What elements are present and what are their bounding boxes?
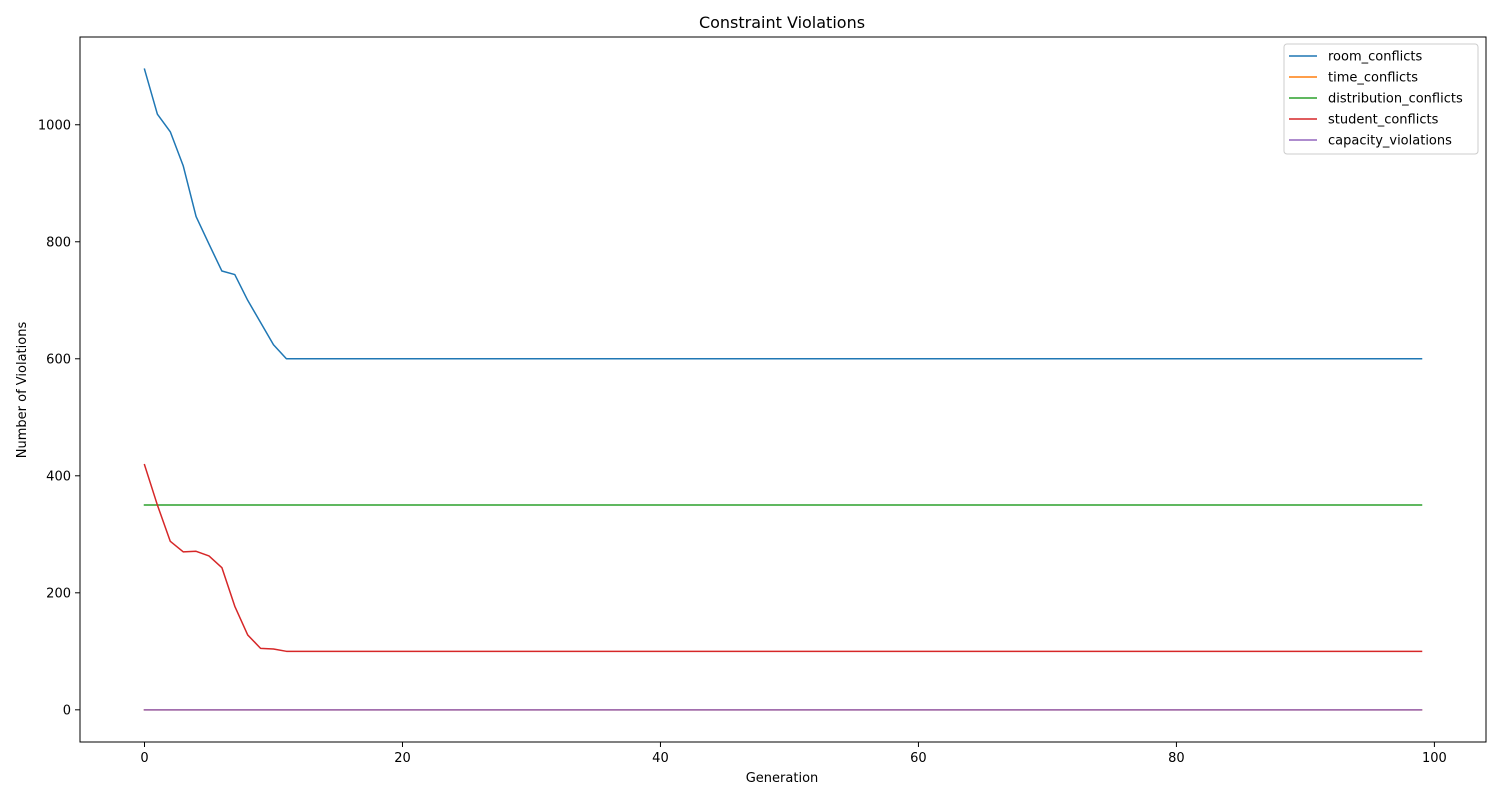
y-tick-label: 600	[46, 352, 71, 367]
series-line-student-conflicts	[143, 463, 1423, 653]
y-tick-label: 400	[46, 469, 71, 484]
legend-entries: room_conflicts time_conflicts distribution…	[1289, 50, 1463, 149]
y-tick-label: 200	[46, 586, 71, 601]
legend-label-room-conflicts: room_conflicts	[1328, 50, 1423, 65]
y-tick-label: 1000	[38, 118, 71, 133]
legend-label-student-conflicts: student_conflicts	[1328, 113, 1439, 128]
chart-title: Constraint Violations	[699, 13, 865, 32]
x-tick-label: 60	[910, 751, 927, 766]
x-tick-label: 80	[1168, 751, 1185, 766]
legend-box	[1283, 43, 1479, 155]
legend-label-time-conflicts: time_conflicts	[1328, 71, 1418, 86]
legend-label-distribution-conflicts: distribution_conflicts	[1328, 92, 1463, 107]
x-tick-label: 20	[394, 751, 411, 766]
series-line-room-conflicts	[143, 68, 1423, 360]
y-tick-label: 800	[46, 235, 71, 250]
plot-frame	[79, 36, 1487, 743]
legend: room_conflicts time_conflicts distribution…	[1283, 43, 1479, 155]
x-tick-label: 100	[1422, 751, 1447, 766]
y-axis-label: Number of Violations	[15, 322, 30, 459]
y-axis: 0 200 400 600 800 1000	[38, 118, 80, 718]
x-axis: 0 20 40 60 80 100	[140, 742, 1447, 766]
legend-label-capacity-violations: capacity_violations	[1328, 134, 1452, 149]
x-tick-label: 0	[140, 751, 148, 766]
plot-lines	[143, 68, 1423, 711]
y-tick-label: 0	[63, 703, 71, 718]
x-axis-label: Generation	[746, 771, 819, 786]
x-tick-label: 40	[652, 751, 669, 766]
